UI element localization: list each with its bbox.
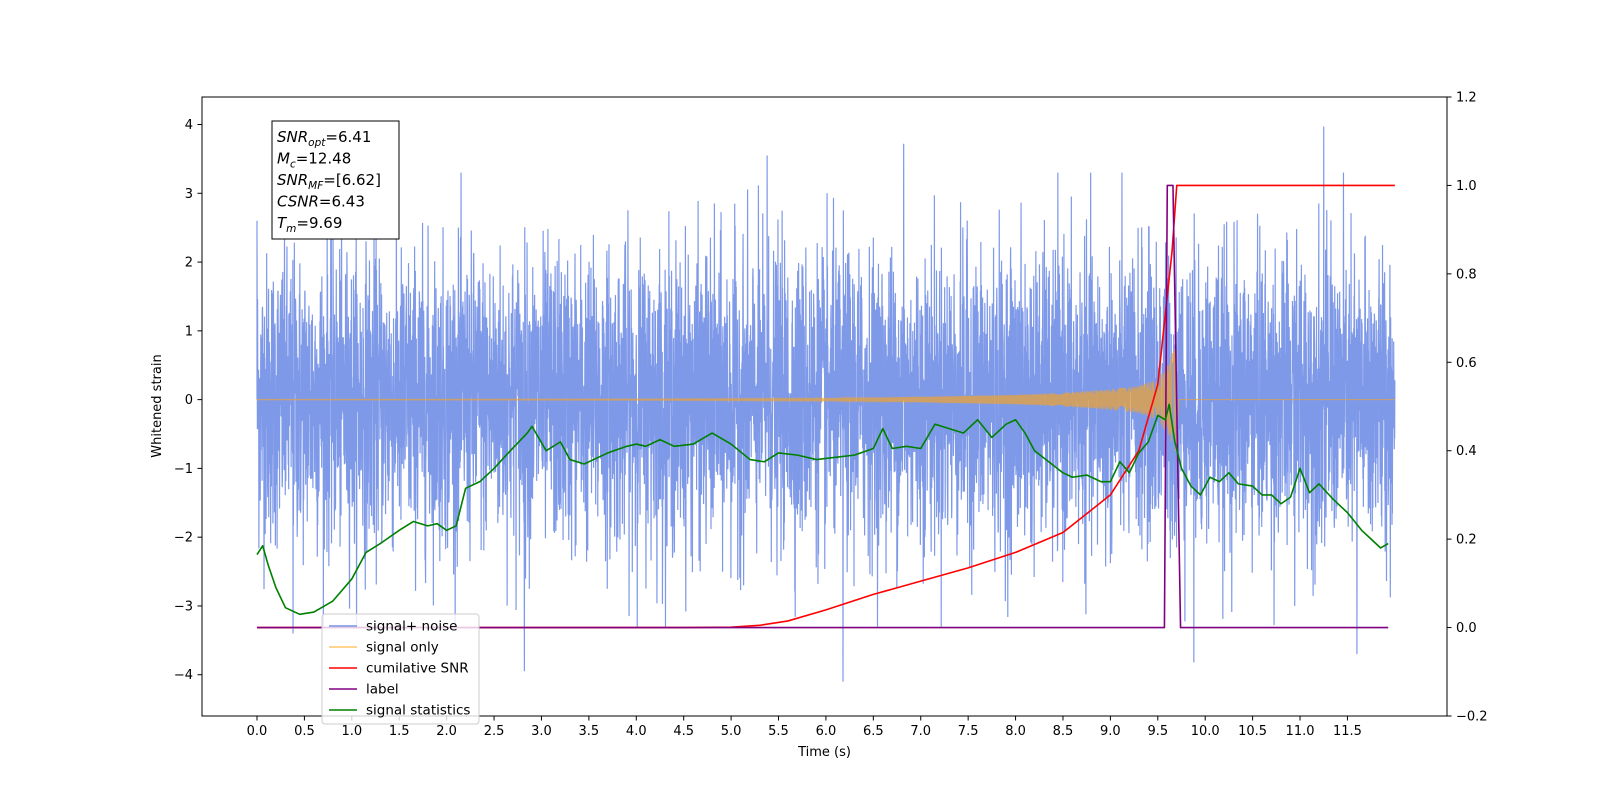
y-tick-label-left: 4: [185, 118, 193, 133]
x-tick-label: 0.5: [294, 724, 315, 739]
y-tick-label-right: 0.6: [1456, 356, 1477, 371]
y-tick-label-left: 2: [185, 256, 193, 271]
x-tick-label: 1.0: [341, 724, 362, 739]
series-label: [257, 184, 1389, 629]
annotation-line: SNRMF=[6.62]: [277, 171, 381, 192]
x-tick-label: 5.0: [721, 724, 742, 739]
y-tick-label-left: 1: [185, 324, 193, 339]
x-tick-label: 2.5: [484, 724, 505, 739]
annotation-frame: [271, 120, 400, 240]
y-axis-label: Whitened strain: [150, 354, 165, 457]
signal-trace: [256, 349, 1395, 452]
x-tick-label: 9.0: [1100, 724, 1121, 739]
annotation-line: SNRopt=6.41: [277, 128, 371, 149]
legend: signal+ noise signal only cumilative SNR la…: [321, 613, 480, 725]
label-line: [257, 184, 1389, 629]
y-axis-left: −4 −3 −2 −1 0 1 2 3 4: [174, 118, 202, 683]
y-tick-label-right: 1.0: [1456, 179, 1477, 194]
legend-label: signal only: [366, 640, 439, 656]
x-tick-label: 10.5: [1238, 724, 1267, 739]
y-tick-label-right: 0.0: [1456, 621, 1477, 636]
series-signal-statistics: [256, 403, 1389, 616]
y-tick-label-left: −3: [174, 599, 193, 614]
y-tick-label-right: 0.8: [1456, 267, 1477, 282]
x-tick-label: 0.0: [247, 724, 268, 739]
x-tick-label: 3.0: [531, 724, 552, 739]
x-tick-label: 10.0: [1191, 724, 1220, 739]
y-tick-label-left: −2: [174, 531, 193, 546]
x-tick-label: 6.5: [863, 724, 884, 739]
y-axis-right: −0.2 0.0 0.2 0.4 0.6 0.8 1.0 1.2: [1447, 91, 1488, 725]
annotation-line: CSNR=6.43: [277, 193, 365, 211]
plot-frame: [201, 96, 1448, 717]
signal-statistics-line: [256, 403, 1389, 616]
x-tick-label: 6.0: [816, 724, 837, 739]
y-tick-label-right: 1.2: [1456, 91, 1477, 106]
y-tick-label-right: 0.4: [1456, 444, 1477, 459]
y-tick-label-left: 3: [185, 187, 193, 202]
noise-trace: [256, 126, 1396, 682]
x-tick-label: 8.5: [1053, 724, 1074, 739]
legend-frame: [321, 613, 480, 725]
plot-area: [256, 126, 1396, 682]
legend-label: signal+ noise: [366, 619, 457, 635]
x-tick-label: 7.0: [910, 724, 931, 739]
y-tick-label-left: −1: [174, 462, 193, 477]
annotation-box: SNRopt=6.41Mc=12.48SNRMF=[6.62]CSNR=6.43…: [271, 120, 400, 240]
x-tick-label: 1.5: [389, 724, 410, 739]
annotation-line: Mc=12.48: [277, 150, 351, 171]
x-tick-label: 4.5: [673, 724, 694, 739]
x-tick-label: 5.5: [768, 724, 789, 739]
y-tick-label-left: −4: [174, 668, 193, 683]
x-axis-label: Time (s): [797, 745, 851, 760]
x-tick-label: 8.0: [1005, 724, 1026, 739]
legend-label: label: [366, 682, 399, 698]
annotation-line: Tm=9.69: [277, 214, 342, 235]
cumulative-snr-line: [257, 184, 1395, 629]
series-signal-only: [256, 349, 1395, 452]
x-tick-label: 9.5: [1147, 724, 1168, 739]
legend-label: cumilative SNR: [366, 661, 469, 677]
series-cumulative-snr: [257, 184, 1395, 629]
y-tick-label-right: 0.2: [1456, 533, 1477, 548]
x-tick-label: 2.0: [436, 724, 457, 739]
x-tick-label: 7.5: [958, 724, 979, 739]
x-tick-label: 4.0: [626, 724, 647, 739]
y-tick-label-right: −0.2: [1456, 710, 1488, 725]
series-signal-plus-noise: [256, 126, 1396, 682]
x-axis: 0.0 0.5 1.0 1.5 2.0 2.5 3.0 3.5 4.0 4.5 5.0 5.5 6.0 6…: [247, 716, 1362, 739]
x-tick-label: 3.5: [579, 724, 600, 739]
legend-label: signal statistics: [366, 703, 470, 719]
x-tick-label: 11.5: [1333, 724, 1362, 739]
x-tick-label: 11.0: [1286, 724, 1315, 739]
y-tick-label-left: 0: [185, 393, 193, 408]
